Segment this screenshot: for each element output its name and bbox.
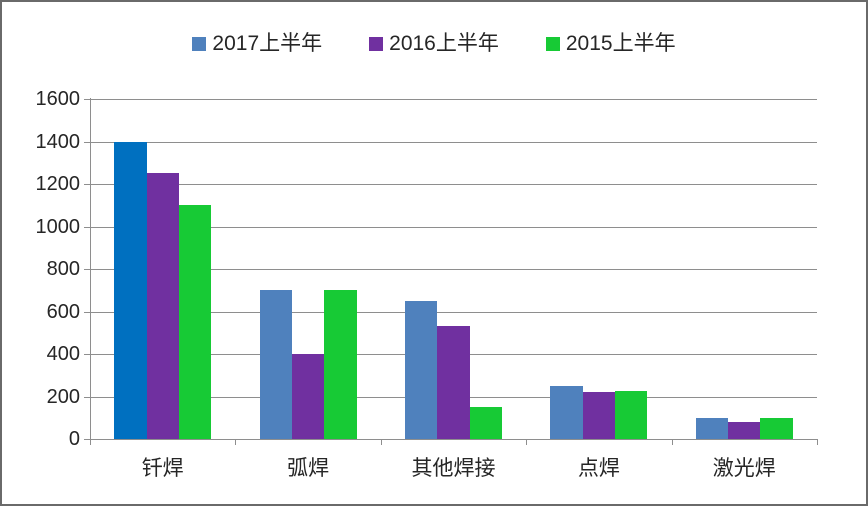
y-axis-line xyxy=(90,98,91,440)
bar-s0-c2 xyxy=(405,300,438,439)
x-axis-label-4: 激光焊 xyxy=(712,457,776,480)
bar-s1-c4 xyxy=(728,422,761,439)
x-axis-tick-4 xyxy=(671,439,673,445)
y-axis-label-400: 400 xyxy=(46,343,80,365)
legend-label: 2016上半年 xyxy=(389,32,499,55)
x-axis-label-1: 弧焊 xyxy=(287,457,330,480)
gridline-600 xyxy=(90,311,817,313)
y-axis-label-0: 0 xyxy=(68,428,80,450)
y-axis-label-1400: 1400 xyxy=(35,130,81,153)
y-axis-tick-800 xyxy=(84,269,90,270)
x-axis-line xyxy=(90,439,818,440)
y-axis-tick-1200 xyxy=(84,184,90,185)
x-axis-tick-0 xyxy=(90,439,91,445)
legend-swatch-icon xyxy=(369,37,384,51)
x-axis-tick-5 xyxy=(817,439,818,445)
bar-s1-c0 xyxy=(146,173,179,439)
bar-s0-c4 xyxy=(695,417,729,439)
y-axis-label-1000: 1000 xyxy=(35,215,81,238)
x-axis-label-3: 点焊 xyxy=(577,457,620,480)
y-axis-label-200: 200 xyxy=(46,385,80,408)
y-axis-tick-400 xyxy=(84,354,90,355)
legend-label: 2015上半年 xyxy=(565,32,676,55)
x-axis-tick-1 xyxy=(235,439,237,445)
bar-s0-c3 xyxy=(550,385,583,439)
bar-s1-c1 xyxy=(291,354,325,439)
y-axis-tick-600 xyxy=(84,311,90,313)
x-axis-label-0: 钎焊 xyxy=(141,457,184,480)
bar-s2-c4 xyxy=(760,417,793,439)
y-axis-tick-1000 xyxy=(84,226,90,228)
legend-item-2: 2015上半年 xyxy=(545,32,676,55)
y-axis-tick-1400 xyxy=(84,141,90,143)
bar-s0-c1 xyxy=(259,290,292,439)
legend-swatch-icon xyxy=(192,37,207,51)
gridline-800 xyxy=(90,269,817,270)
gridline-1000 xyxy=(90,226,817,228)
bar-s1-c3 xyxy=(582,392,616,439)
gridline-1600 xyxy=(90,99,817,100)
bar-s2-c0 xyxy=(178,205,212,439)
x-axis-tick-3 xyxy=(526,439,528,445)
legend-label: 2017上半年 xyxy=(212,32,323,55)
chart-legend: 2017上半年 2016上半年 2015上半年 xyxy=(2,33,866,55)
legend-item-1: 2016上半年 xyxy=(369,33,499,55)
bar-s2-c2 xyxy=(469,407,502,439)
x-axis-tick-2 xyxy=(380,439,382,445)
legend-swatch-icon xyxy=(545,37,560,51)
y-axis-label-1200: 1200 xyxy=(35,173,81,195)
legend-item-0: 2017上半年 xyxy=(192,33,322,55)
bar-s1-c2 xyxy=(437,326,470,439)
y-axis-tick-0 xyxy=(84,439,90,440)
x-axis-label-2: 其他焊接 xyxy=(411,457,496,480)
bar-s0-c0 xyxy=(114,141,147,439)
y-axis-tick-200 xyxy=(84,396,90,398)
gridline-1200 xyxy=(90,184,817,185)
y-axis-label-1600: 1600 xyxy=(35,88,81,110)
bar-s2-c3 xyxy=(615,391,648,439)
y-axis-label-600: 600 xyxy=(46,300,80,323)
y-axis-label-800: 800 xyxy=(46,258,80,280)
y-axis-tick-1600 xyxy=(84,99,90,100)
bar-s2-c1 xyxy=(324,290,357,439)
gridline-1400 xyxy=(90,141,817,143)
